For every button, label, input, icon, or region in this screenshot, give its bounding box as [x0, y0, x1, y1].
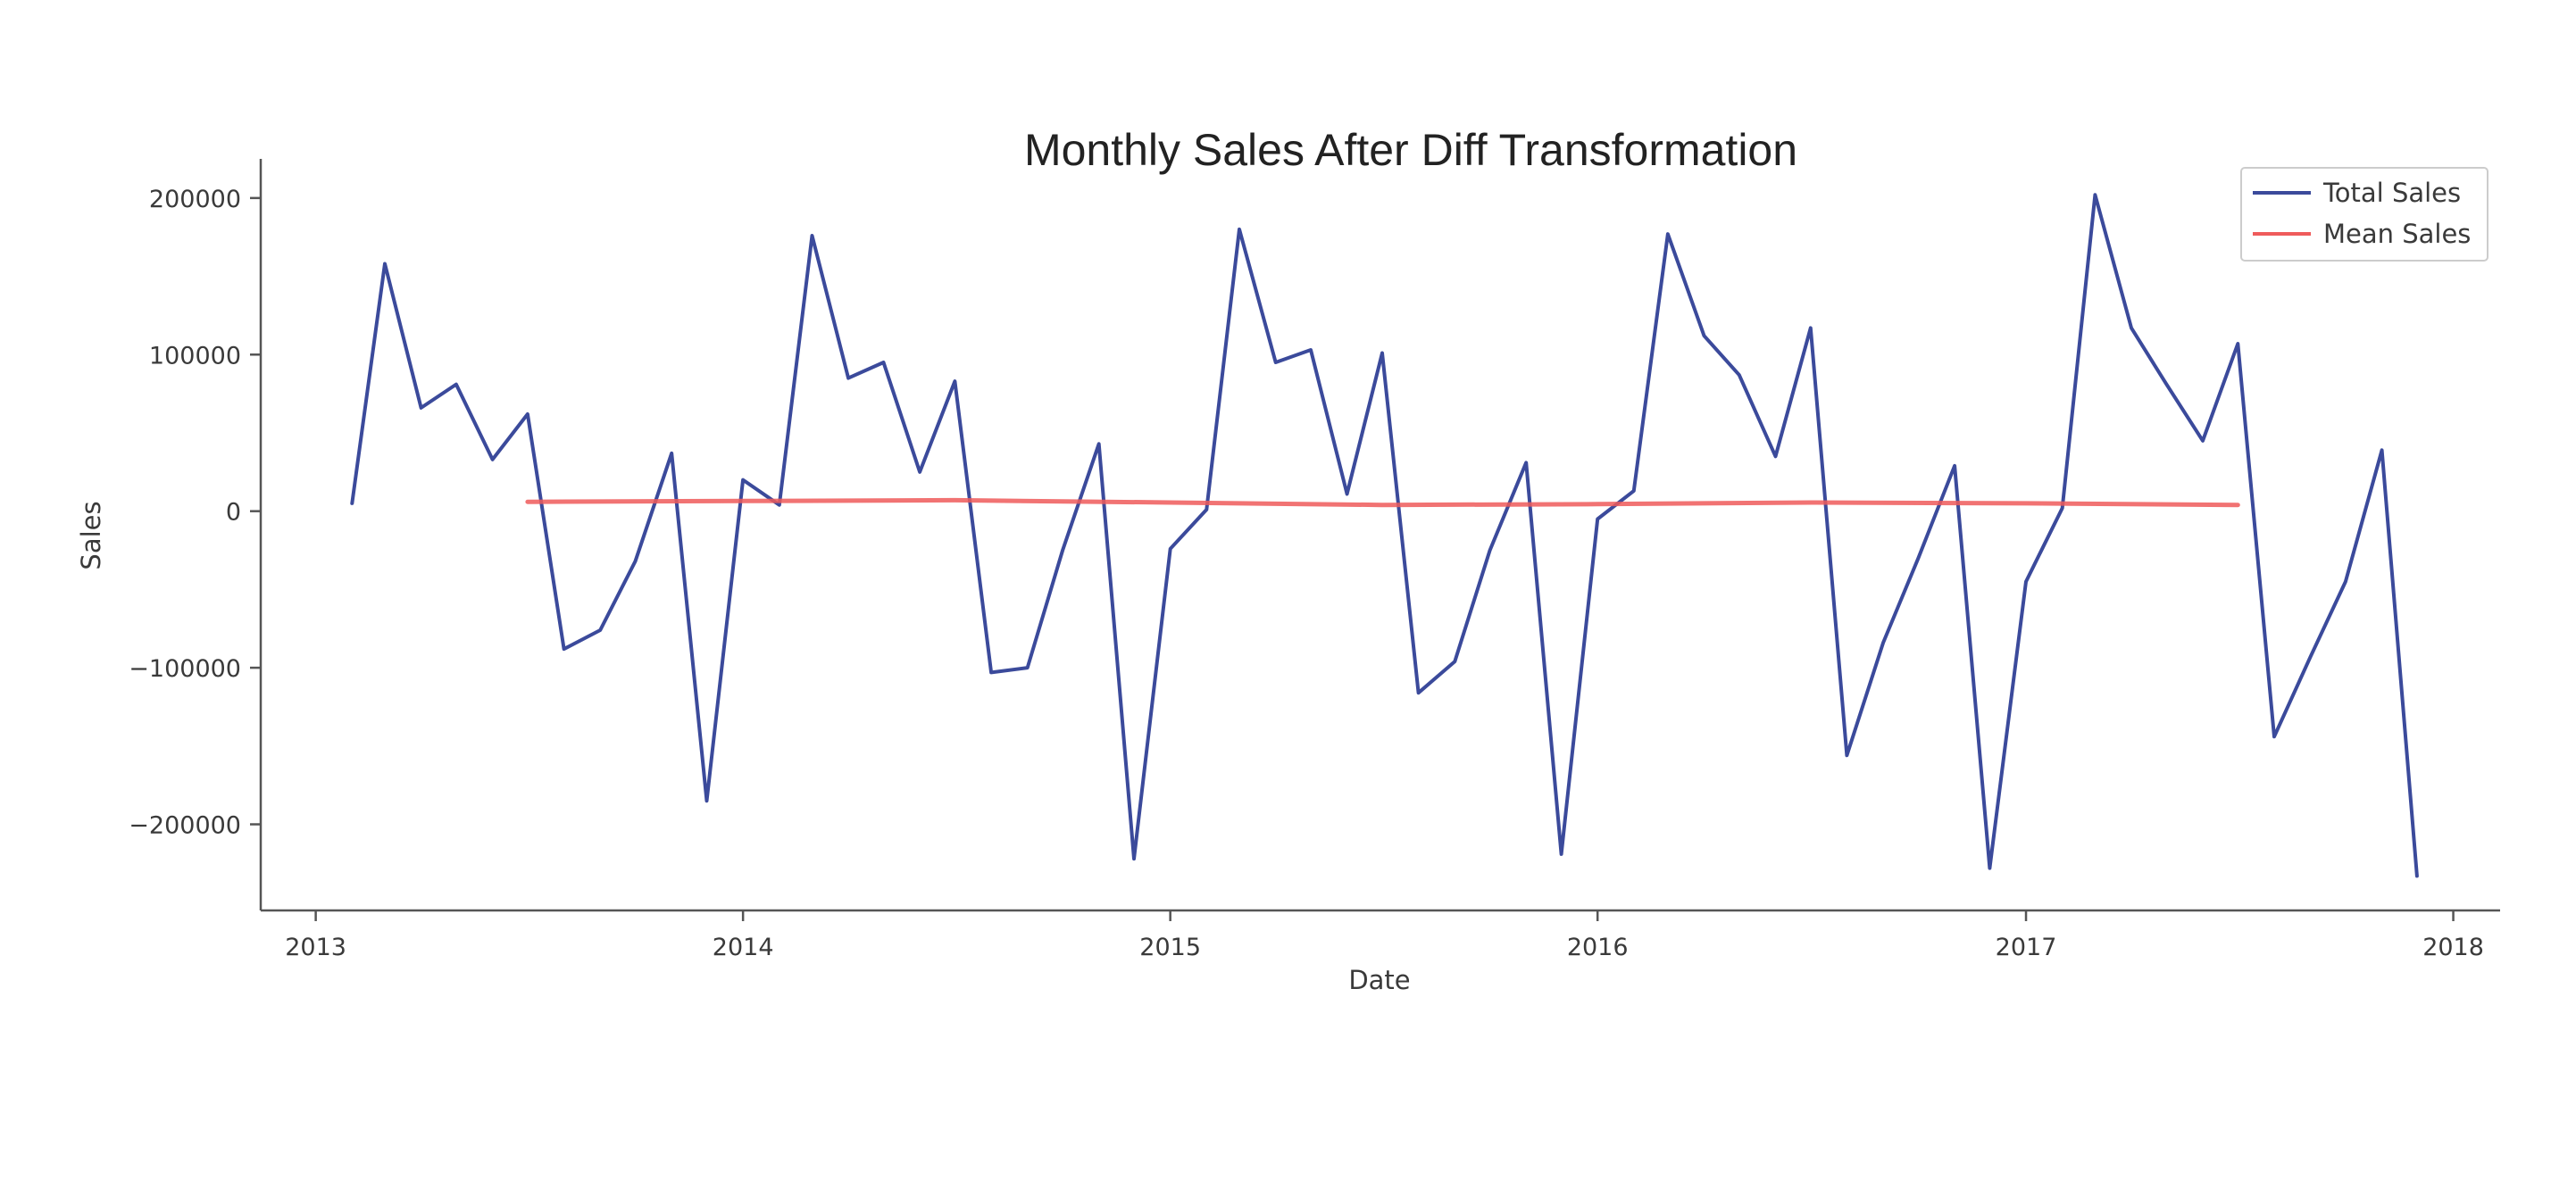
y-tick-label: −200000 — [129, 812, 241, 840]
x-tick-label: 2014 — [713, 934, 774, 961]
y-tick-label: 200000 — [149, 186, 241, 213]
x-tick-label: 2017 — [1996, 934, 2057, 961]
series-line-mean-sales — [525, 497, 2240, 508]
x-tick-label: 2015 — [1139, 934, 1201, 961]
series-line-total-sales — [350, 193, 2419, 878]
chart-title: Monthly Sales After Diff Transformation — [1024, 125, 1797, 175]
legend-label-mean-sales: Mean Sales — [2323, 219, 2471, 249]
x-axis-ticks: 2013 2014 2015 2016 2017 2018 — [285, 910, 2484, 961]
x-tick-label: 2016 — [1567, 934, 1629, 961]
legend: Total Sales Mean Sales — [2240, 167, 2488, 262]
x-axis-label: Date — [1348, 965, 1410, 995]
legend-label-total-sales: Total Sales — [2322, 178, 2461, 208]
y-tick-label: 0 — [226, 499, 241, 527]
series-layer — [350, 193, 2419, 878]
x-tick-label: 2013 — [285, 934, 346, 961]
x-tick-label: 2018 — [2422, 934, 2484, 961]
y-axis-ticks: 200000 100000 0 −100000 −200000 — [129, 186, 261, 840]
y-tick-label: −100000 — [129, 655, 241, 683]
y-axis-label: Sales — [76, 501, 106, 569]
y-tick-label: 100000 — [149, 342, 241, 370]
